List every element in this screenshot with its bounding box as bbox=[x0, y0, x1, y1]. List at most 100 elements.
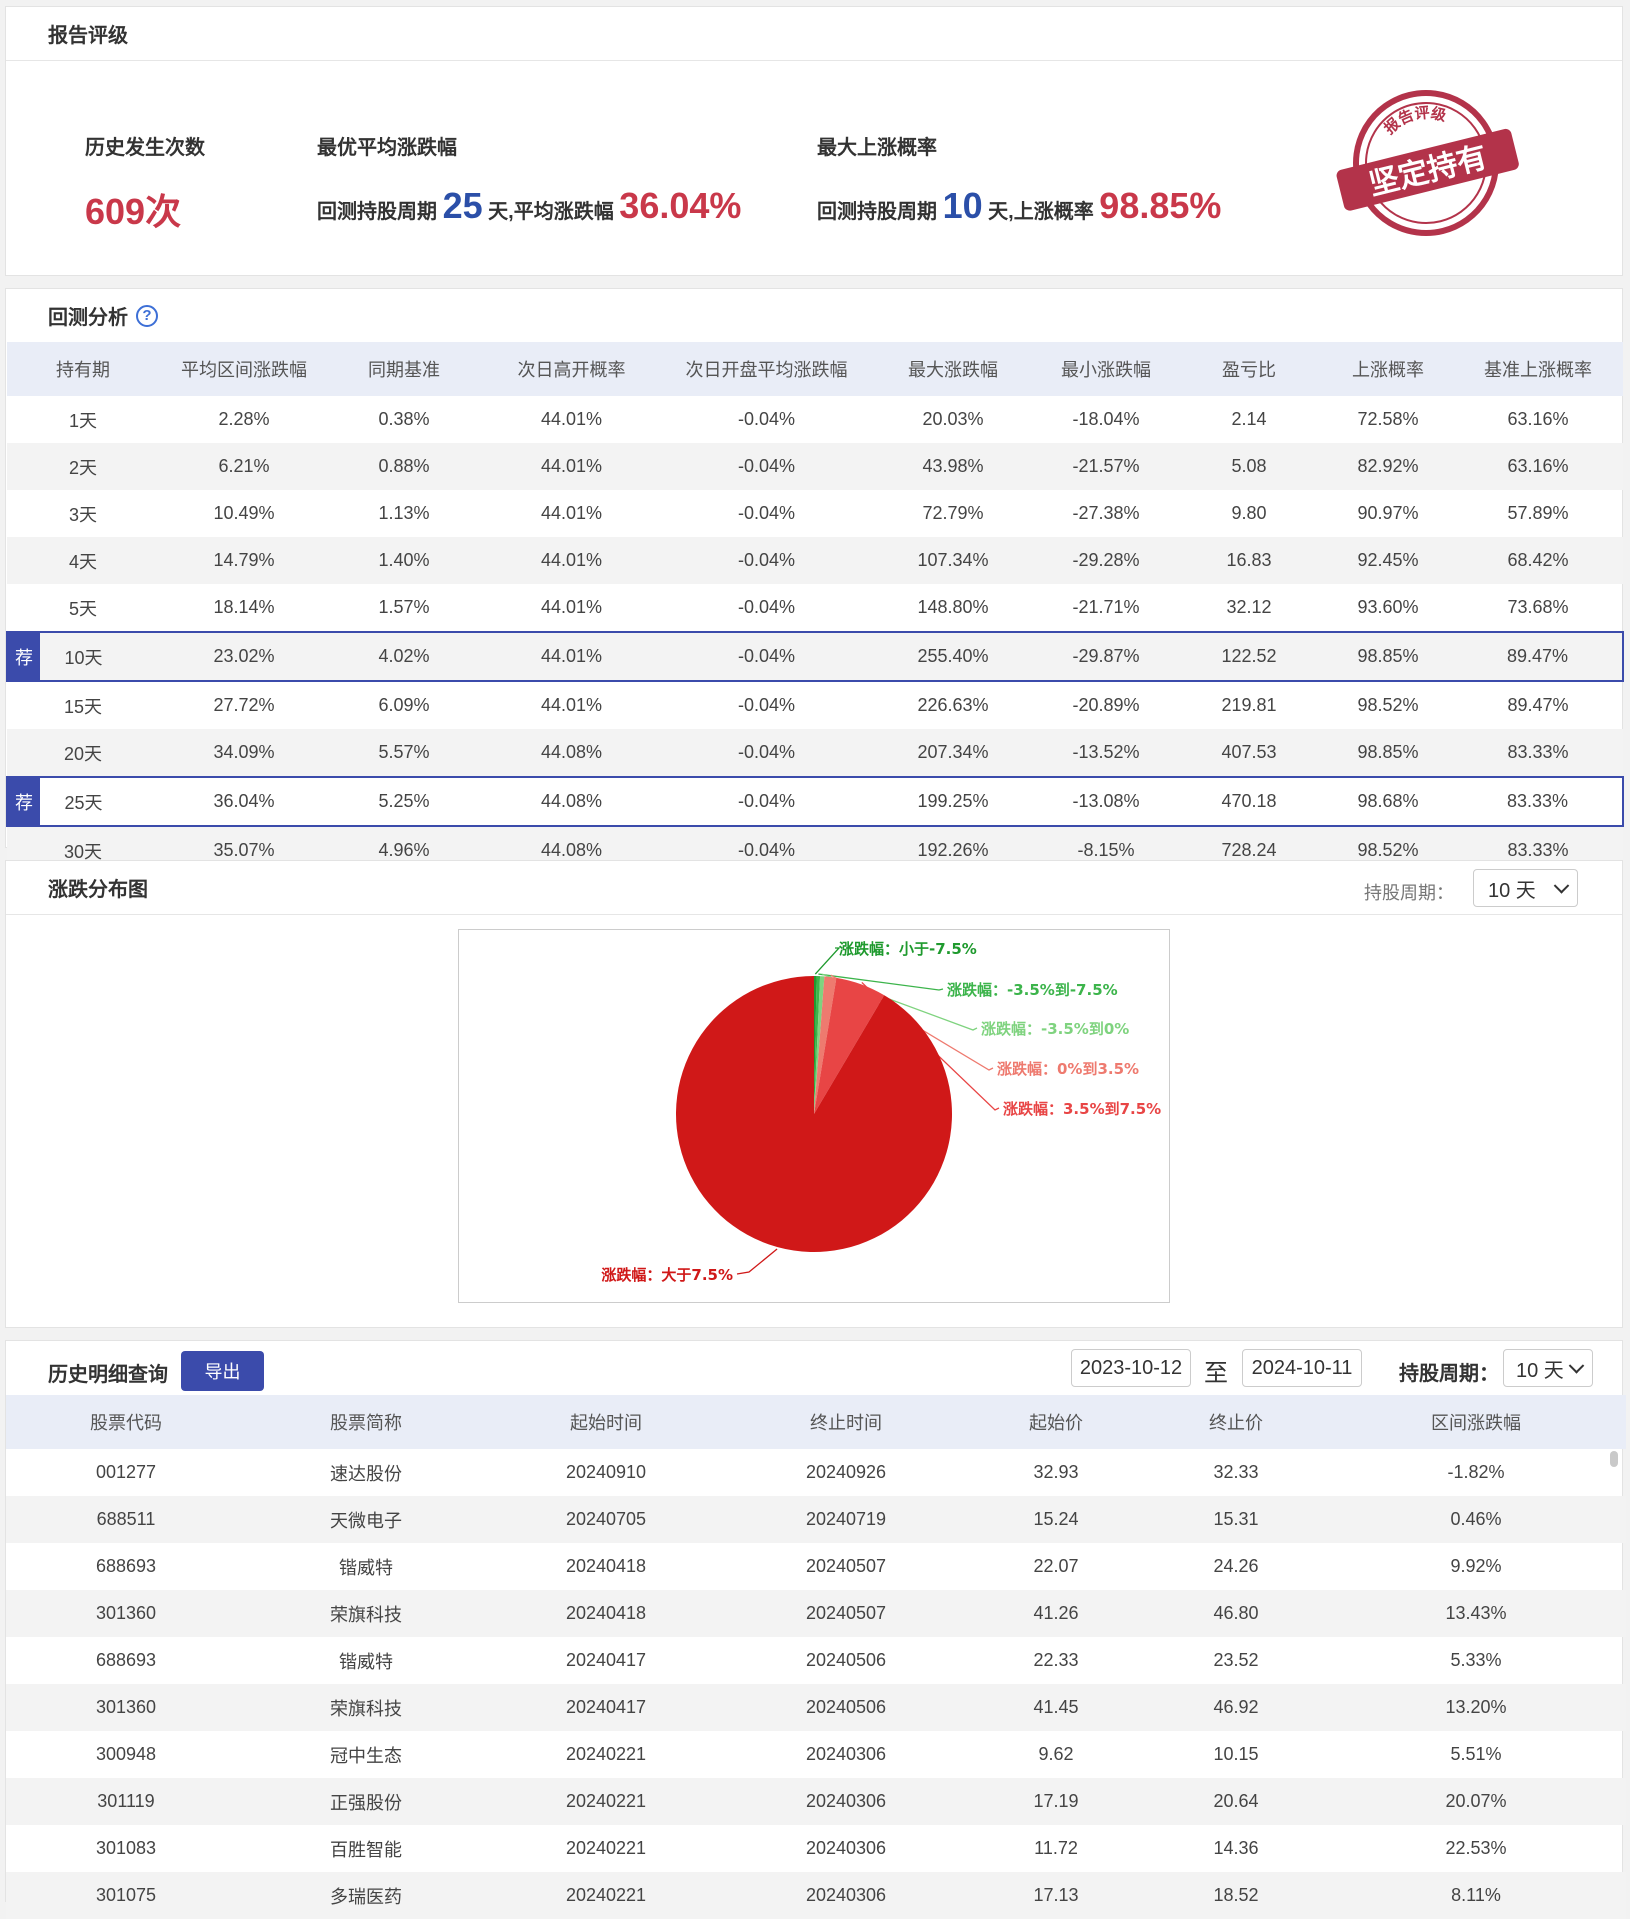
stock-name-link[interactable]: 速达股份 bbox=[330, 1463, 402, 1484]
backtest-cell: -21.57% bbox=[1037, 443, 1175, 490]
backtest-cell: 98.85% bbox=[1323, 631, 1453, 682]
distribution-period-value: 10 天 bbox=[1488, 879, 1536, 902]
history-cell: 20240418 bbox=[565, 1556, 647, 1576]
distribution-title: 涨跌分布图 bbox=[6, 861, 1622, 915]
backtest-cell: 15天 bbox=[63, 696, 103, 717]
backtest-cell: 34.09% bbox=[159, 729, 329, 777]
scroll-thumb[interactable] bbox=[1610, 1451, 1618, 1467]
history-cell: 20240221 bbox=[565, 1838, 647, 1858]
backtest-cell: 199.25% bbox=[869, 776, 1037, 827]
pie-slice[interactable] bbox=[814, 976, 817, 1114]
backtest-row: 4天 14.79% 1.40% 44.01% -0.04% 107.34% -29.28% 1… bbox=[7, 537, 1623, 584]
change-value: 13.43% bbox=[1326, 1590, 1626, 1637]
pie-slice[interactable] bbox=[676, 976, 952, 1252]
backtest-cell: -29.87% bbox=[1037, 631, 1175, 682]
pie-label-line bbox=[736, 1248, 778, 1275]
backtest-cell: 44.01% bbox=[540, 503, 603, 523]
stock-name-link[interactable]: 冠中生态 bbox=[330, 1745, 402, 1766]
history-cell: 20240719 bbox=[726, 1496, 966, 1543]
help-icon[interactable]: ? bbox=[136, 304, 158, 327]
history-cell: 20240306 bbox=[726, 1872, 966, 1919]
history-cell: 20240705 bbox=[486, 1496, 726, 1543]
backtest-row: 荐 25天 36.04% 5.25% 44.08% -0.04% 199.25% -13.08… bbox=[6, 776, 1624, 827]
history-table: 股票代码 股票简称 起始时间 终止时间 起始价 终止价 区间涨跌幅 001277 速达股份 20… bbox=[6, 1395, 1626, 1919]
backtest-cell: 0.88% bbox=[329, 443, 479, 490]
history-cell: 15.31 bbox=[1146, 1496, 1326, 1543]
rating-title: 报告评级 bbox=[6, 7, 1622, 61]
backtest-cell: -0.04% bbox=[737, 409, 796, 429]
pie-chart: 涨跌幅：小于-7.5% 涨跌幅：-3.5%到-7.5% 涨跌幅：-3.5%到0% 涨跌… bbox=[601, 940, 1161, 1284]
history-cell: 24.26 bbox=[1213, 1556, 1259, 1576]
backtest-col-header: 平均区间涨跌幅 bbox=[159, 342, 329, 396]
backtest-col-header: 基准上涨概率 bbox=[1453, 342, 1623, 396]
backtest-col-header: 最大涨跌幅 bbox=[869, 342, 1037, 396]
date-to-input[interactable] bbox=[1242, 1349, 1362, 1387]
backtest-cell: 255.40% bbox=[869, 631, 1037, 682]
pie-label-line bbox=[818, 973, 944, 991]
pie-slice[interactable] bbox=[814, 976, 821, 1114]
backtest-row: 3天 10.49% 1.13% 44.01% -0.04% 72.79% -27.38% 9.… bbox=[7, 490, 1623, 537]
history-cell: 20240507 bbox=[726, 1590, 966, 1637]
backtest-cell: 5.25% bbox=[329, 776, 479, 827]
history-cell: 001277 bbox=[95, 1462, 157, 1482]
backtest-title: 回测分析 bbox=[48, 307, 128, 329]
backtest-col-header: 持有期 bbox=[7, 342, 159, 396]
date-from-input[interactable] bbox=[1071, 1349, 1191, 1387]
backtest-cell: -0.04% bbox=[664, 776, 869, 827]
stock-name-link[interactable]: 荣旗科技 bbox=[246, 1684, 486, 1731]
pie-label-line bbox=[814, 947, 841, 975]
backtest-cell: 98.68% bbox=[1323, 776, 1453, 827]
stock-name-link[interactable]: 天微电子 bbox=[246, 1496, 486, 1543]
stock-name-link[interactable]: 多瑞医药 bbox=[246, 1872, 486, 1919]
export-button[interactable]: 导出 bbox=[181, 1351, 264, 1391]
pie-slice[interactable] bbox=[814, 976, 825, 1114]
backtest-row: 15天 27.72% 6.09% 44.01% -0.04% 226.63% -20.89%… bbox=[7, 681, 1623, 729]
backtest-cell: 43.98% bbox=[869, 443, 1037, 490]
history-cell: 46.92 bbox=[1146, 1684, 1326, 1731]
history-scrollbar[interactable] bbox=[1609, 1449, 1619, 1899]
stock-name-link[interactable]: 荣旗科技 bbox=[246, 1590, 486, 1637]
history-cell: 32.33 bbox=[1213, 1462, 1259, 1482]
max-up-prefix: 回测持股周期 bbox=[817, 201, 937, 223]
backtest-cell: 20天 bbox=[7, 729, 159, 777]
backtest-cell: 44.01% bbox=[479, 631, 664, 682]
history-cell: 10.15 bbox=[1213, 1744, 1259, 1764]
backtest-cell: 93.60% bbox=[1357, 597, 1419, 617]
backtest-cell: 89.47% bbox=[1507, 695, 1569, 715]
backtest-cell: 407.53 bbox=[1175, 729, 1323, 777]
change-value: 13.20% bbox=[1326, 1684, 1626, 1731]
backtest-cell: 荐 25天 bbox=[6, 776, 159, 827]
backtest-cell: -0.04% bbox=[737, 503, 796, 523]
pie-slice[interactable] bbox=[814, 977, 885, 1114]
history-cell: 9.62 bbox=[1038, 1744, 1074, 1764]
backtest-cell: 6.21% bbox=[159, 443, 329, 490]
stock-name-link[interactable]: 正强股份 bbox=[246, 1778, 486, 1825]
backtest-cell: 44.01% bbox=[479, 537, 664, 584]
distribution-period-select[interactable]: 10 天 bbox=[1473, 869, 1578, 907]
backtest-row: 荐 10天 23.02% 4.02% 44.01% -0.04% 255.40% -29.87… bbox=[6, 631, 1624, 682]
backtest-cell: -20.89% bbox=[1072, 695, 1140, 715]
history-row: 301360 荣旗科技 20240417 20240506 41.45 46.92 13.2… bbox=[6, 1684, 1626, 1731]
history-period-select[interactable]: 10 天 bbox=[1503, 1349, 1593, 1387]
backtest-col-header: 同期基准 bbox=[329, 342, 479, 396]
history-cell: 20240221 bbox=[486, 1778, 726, 1825]
stock-name-link[interactable]: 锴威特 bbox=[339, 1557, 393, 1578]
backtest-cell: 44.01% bbox=[479, 443, 664, 490]
pie-slice[interactable] bbox=[814, 976, 837, 1114]
pie-slice-label: 涨跌幅：大于7.5% bbox=[601, 1266, 733, 1284]
history-cell: 20240306 bbox=[726, 1778, 966, 1825]
backtest-cell-text: 10天 bbox=[64, 647, 103, 668]
max-up-value: 98.85% bbox=[1099, 185, 1222, 226]
history-cell: 301119 bbox=[6, 1778, 246, 1825]
backtest-cell: 16.83 bbox=[1175, 537, 1323, 584]
backtest-cell: -0.04% bbox=[664, 443, 869, 490]
backtest-panel: 回测分析 ? 持有期 平均区间涨跌幅 同期基准 次日高开概率 次日开盘平均涨跌幅 最大涨跌… bbox=[5, 288, 1624, 874]
stock-name-link[interactable]: 百胜智能 bbox=[330, 1839, 402, 1860]
change-value: 8.11% bbox=[1326, 1872, 1626, 1919]
backtest-cell: 18.14% bbox=[213, 597, 275, 617]
recommend-badge: 荐 bbox=[8, 778, 40, 825]
backtest-cell: 63.16% bbox=[1507, 409, 1569, 429]
history-cell: 20240910 bbox=[565, 1462, 647, 1482]
stock-name-link[interactable]: 锴威特 bbox=[339, 1651, 393, 1672]
history-cell: 41.45 bbox=[966, 1684, 1146, 1731]
